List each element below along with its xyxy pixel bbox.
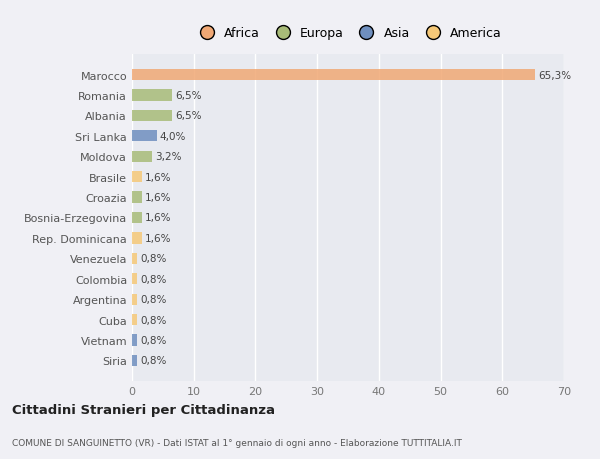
Text: 1,6%: 1,6%	[145, 172, 172, 182]
Bar	[132, 294, 137, 305]
Bar	[132, 253, 137, 264]
Bar	[132, 70, 535, 81]
Bar	[132, 355, 137, 366]
Text: 0,8%: 0,8%	[140, 295, 166, 304]
Text: 0,8%: 0,8%	[140, 356, 166, 365]
Bar	[132, 111, 172, 122]
Bar	[132, 172, 142, 183]
Text: 0,8%: 0,8%	[140, 254, 166, 264]
Bar	[132, 314, 137, 325]
Text: 4,0%: 4,0%	[160, 132, 186, 141]
Bar	[132, 213, 142, 224]
Bar	[132, 151, 152, 162]
Bar	[132, 192, 142, 203]
Bar	[132, 90, 172, 101]
Bar	[132, 335, 137, 346]
Bar	[132, 274, 137, 285]
Text: 0,8%: 0,8%	[140, 315, 166, 325]
Text: 0,8%: 0,8%	[140, 274, 166, 284]
Text: COMUNE DI SANGUINETTO (VR) - Dati ISTAT al 1° gennaio di ogni anno - Elaborazion: COMUNE DI SANGUINETTO (VR) - Dati ISTAT …	[12, 438, 462, 447]
Text: Cittadini Stranieri per Cittadinanza: Cittadini Stranieri per Cittadinanza	[12, 403, 275, 416]
Text: 3,2%: 3,2%	[155, 152, 181, 162]
Text: 1,6%: 1,6%	[145, 213, 172, 223]
Legend: Africa, Europa, Asia, America: Africa, Europa, Asia, America	[189, 22, 507, 45]
Text: 1,6%: 1,6%	[145, 233, 172, 243]
Text: 6,5%: 6,5%	[175, 91, 202, 101]
Bar	[132, 131, 157, 142]
Text: 65,3%: 65,3%	[538, 71, 571, 80]
Text: 0,8%: 0,8%	[140, 335, 166, 345]
Text: 6,5%: 6,5%	[175, 111, 202, 121]
Bar	[132, 233, 142, 244]
Text: 1,6%: 1,6%	[145, 193, 172, 203]
